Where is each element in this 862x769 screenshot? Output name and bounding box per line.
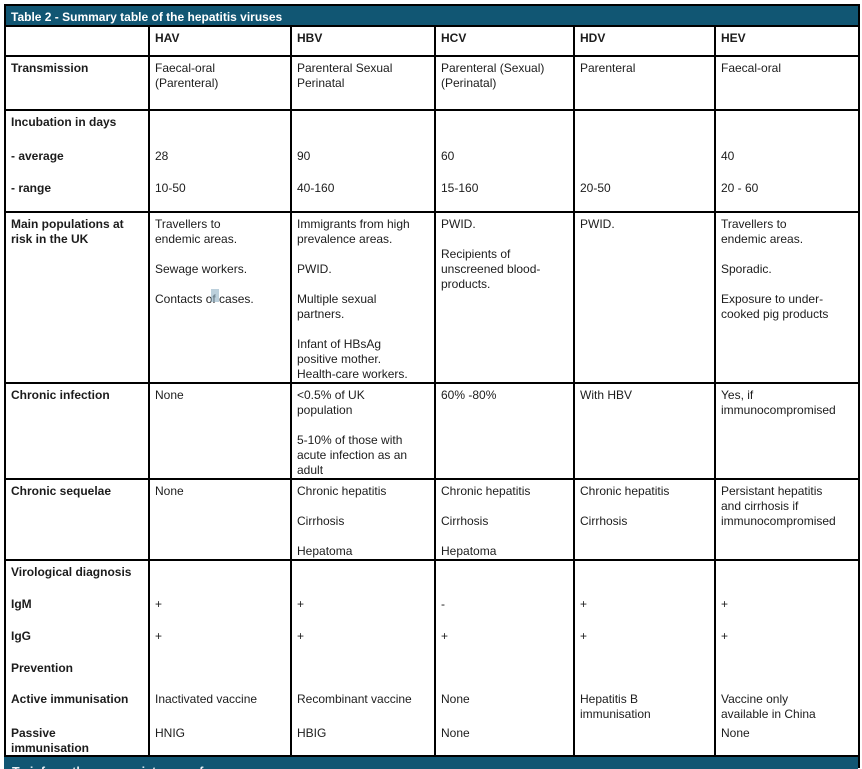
table-cell: 20-50: [573, 177, 716, 213]
table-cell: Recombinant vaccine: [290, 688, 436, 723]
table-cell: [434, 109, 575, 146]
column-header-hdv: HDV: [573, 25, 716, 57]
row-chronic-sequelae: Chronic sequelae None Chronic hepatitis …: [4, 478, 861, 561]
table-title: Table 2 - Summary table of the hepatitis…: [3, 4, 861, 27]
table-cell: None: [148, 382, 292, 480]
row-populations: Main populations at risk in the UK Trave…: [4, 211, 861, 384]
table-cell: 90: [290, 145, 436, 178]
table-cell: PWID.: [573, 211, 716, 384]
row-label: Prevention: [4, 657, 150, 689]
row-prevention: Prevention: [4, 657, 861, 689]
table-cell: Vaccine only available in China: [713, 688, 861, 723]
column-header-row: HAV HBV HCV HDV HEV: [4, 25, 861, 57]
table-cell: None: [434, 688, 575, 723]
table-cell: +: [713, 593, 861, 626]
row-igm: IgM + + - + +: [4, 593, 861, 626]
table-cell: Parenteral Sexual Perinatal: [290, 55, 436, 111]
table-cell: 40-160: [290, 177, 436, 213]
table-cell: 10-50: [148, 177, 292, 213]
table-cell: 15-160: [434, 177, 575, 213]
table-cell: [713, 559, 861, 594]
row-incubation-average: - average 28 90 60 40: [4, 145, 861, 178]
row-virological-diagnosis: Virological diagnosis: [4, 559, 861, 594]
hepatitis-summary-table: Table 2 - Summary table of the hepatitis…: [3, 4, 861, 768]
row-label: Incubation in days: [4, 109, 150, 146]
table-cell: [148, 657, 292, 689]
table-cell: Parenteral (Sexual) (Perinatal): [434, 55, 575, 111]
row-transmission: Transmission Faecal-oral (Parenteral) Pa…: [4, 55, 861, 111]
table-cell: 60: [434, 145, 575, 178]
table-cell: -: [434, 593, 575, 626]
row-label: IgM: [4, 593, 150, 626]
table-cell: 40: [713, 145, 861, 178]
table-cell: Persistant hepatitis and cirrhosis if im…: [713, 478, 861, 561]
table-cell: +: [290, 593, 436, 626]
table-cell: Chronic hepatitis Cirrhosis: [573, 478, 716, 561]
table-cell: With HBV: [573, 382, 716, 480]
table-cell: 20 - 60: [713, 177, 861, 213]
table-cell: +: [573, 593, 716, 626]
table-cell: PWID. Recipients of unscreened blood- pr…: [434, 211, 575, 384]
table-cell: +: [573, 625, 716, 658]
table-cell: [713, 109, 861, 146]
table-cell: [713, 657, 861, 689]
column-header-hev: HEV: [713, 25, 861, 57]
column-header-empty: [4, 25, 150, 57]
row-label: Chronic infection: [4, 382, 150, 480]
table-cell: [148, 559, 292, 594]
table-cell: Yes, if immunocompromised: [713, 382, 861, 480]
row-incubation-range: - range 10-50 40-160 15-160 20-50 20 - 6…: [4, 177, 861, 213]
table-cell: [290, 559, 436, 594]
next-table-title-bar: To inform the appropriate use of: [4, 755, 858, 769]
table-cell: +: [713, 625, 861, 658]
table-cell: [434, 657, 575, 689]
table-cell: Travellers to endemic areas. Sewage work…: [148, 211, 292, 384]
table-cell: [573, 145, 716, 178]
table-cell: [290, 109, 436, 146]
row-label: - average: [4, 145, 150, 178]
table-cell: <0.5% of UK population 5-10% of those wi…: [290, 382, 436, 480]
table-cell: Chronic hepatitis Cirrhosis Hepatoma: [434, 478, 575, 561]
table-cell: [573, 559, 716, 594]
table-cell: +: [148, 625, 292, 658]
column-header-hbv: HBV: [290, 25, 436, 57]
table-cell: Immigrants from high prevalence areas. P…: [290, 211, 436, 384]
row-igg: IgG + + + + +: [4, 625, 861, 658]
column-header-hav: HAV: [148, 25, 292, 57]
row-label: Virological diagnosis: [4, 559, 150, 594]
row-label: Transmission: [4, 55, 150, 111]
column-header-hcv: HCV: [434, 25, 575, 57]
row-label: - range: [4, 177, 150, 213]
row-active-immunisation: Active immunisation Inactivated vaccine …: [4, 688, 861, 723]
table-cell: 60% -80%: [434, 382, 575, 480]
row-incubation-header: Incubation in days: [4, 109, 861, 146]
row-label: Chronic sequelae: [4, 478, 150, 561]
next-table-title-partial: To inform the appropriate use of: [12, 765, 203, 769]
table-cell: [573, 109, 716, 146]
table-cell: [148, 109, 292, 146]
table-cell: Parenteral: [573, 55, 716, 111]
table-cell: [573, 657, 716, 689]
row-chronic-infection: Chronic infection None <0.5% of UK popul…: [4, 382, 861, 480]
table-cell: 28: [148, 145, 292, 178]
row-label: Main populations at risk in the UK: [4, 211, 150, 384]
table-cell: Faecal-oral: [713, 55, 861, 111]
table-title-row: Table 2 - Summary table of the hepatitis…: [3, 4, 861, 27]
table-cell: Travellers to endemic areas. Sporadic. E…: [713, 211, 861, 384]
table-cell: +: [148, 593, 292, 626]
table-cell: Hepatitis B immunisation: [573, 688, 716, 723]
table-cell: +: [290, 625, 436, 658]
table-cell: Faecal-oral (Parenteral): [148, 55, 292, 111]
table-cell: Inactivated vaccine: [148, 688, 292, 723]
table-cell: [290, 657, 436, 689]
table-cell: +: [434, 625, 575, 658]
table-cell: None: [148, 478, 292, 561]
row-label: Active immunisation: [4, 688, 150, 723]
table-cell: [434, 559, 575, 594]
table-cell: Chronic hepatitis Cirrhosis Hepatoma: [290, 478, 436, 561]
row-label: IgG: [4, 625, 150, 658]
